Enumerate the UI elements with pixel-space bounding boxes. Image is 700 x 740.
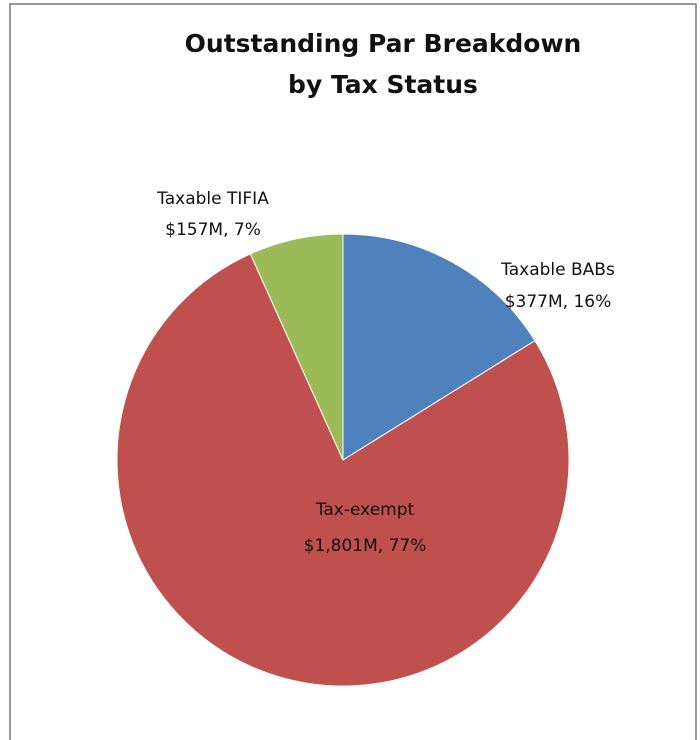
slice-value-label: $157M, 7%: [165, 220, 261, 240]
slice-value-label: $1,801M, 77%: [304, 536, 427, 556]
pie-slice: [249, 233, 344, 461]
chart-title: Outstanding Par Breakdown: [185, 29, 582, 58]
pie-slice: [116, 253, 570, 687]
slice-label: Taxable BABs: [500, 260, 615, 280]
slice-value-label: $377M, 16%: [505, 292, 612, 312]
slice-label: Tax-exempt: [315, 500, 415, 520]
chart-title: by Tax Status: [288, 70, 478, 99]
slice-label: Taxable TIFIA: [156, 189, 269, 209]
pie-slice: [342, 233, 536, 461]
